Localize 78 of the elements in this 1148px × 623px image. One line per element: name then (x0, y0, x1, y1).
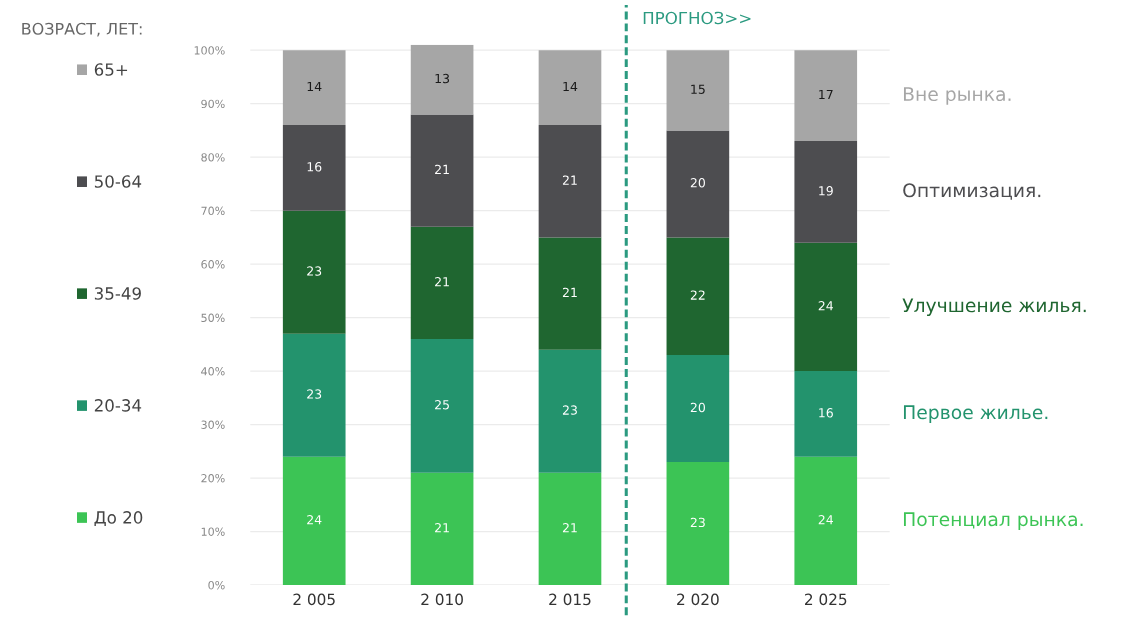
bar (282, 210, 346, 334)
bar (794, 242, 858, 372)
legend-label: 35-49 (94, 287, 141, 300)
bar (794, 141, 858, 243)
data-label: 24 (307, 514, 322, 525)
text: Потенциал рынка. (903, 512, 1083, 530)
data-label: 14 (563, 81, 578, 92)
x-tick-label: 2 010 (421, 593, 463, 606)
y-tick-label: 90% (201, 99, 225, 109)
y-tick-label: 30% (201, 420, 225, 429)
x-tick-label: 2 020 (677, 593, 719, 606)
bar (538, 125, 602, 238)
data-label: 23 (690, 517, 705, 528)
bar (538, 237, 602, 350)
y-tick-label: 0% (208, 580, 225, 590)
data-label: 21 (562, 175, 577, 185)
x-tick-label: 2 015 (549, 593, 591, 606)
bar (410, 226, 474, 339)
bar (666, 461, 730, 585)
bar (538, 349, 602, 473)
bar (538, 472, 602, 585)
text: Вне рынка. (903, 87, 1011, 105)
text: Улучшение жилья. (902, 298, 1086, 316)
bar (410, 338, 474, 473)
data-label: 24 (818, 301, 834, 311)
legend-label: 50-64 (94, 175, 142, 188)
data-label: 24 (818, 514, 834, 525)
bar (666, 355, 730, 462)
text: Оптимизация. (903, 183, 1041, 200)
data-label: 22 (690, 290, 705, 300)
bar (410, 472, 474, 585)
data-label: 20 (690, 402, 705, 413)
ref-line-label: ПРОГНОЗ>> (643, 11, 751, 25)
y-tick-label: 60% (201, 260, 225, 269)
x-tick-label: 2 025 (805, 593, 847, 606)
text: Первое жилье. (903, 405, 1048, 423)
bar (666, 237, 730, 356)
y-tick-label: 20% (201, 474, 225, 483)
bar (282, 125, 346, 211)
y-tick-label: 50% (201, 313, 225, 322)
data-label: 21 (435, 277, 449, 287)
data-label: 25 (435, 400, 449, 410)
y-tick-label: 70% (201, 206, 225, 216)
data-label: 20 (690, 178, 705, 188)
y-tick-label: 40% (201, 367, 225, 376)
legend-label: До 20 (94, 511, 143, 527)
data-label: 19 (819, 186, 833, 196)
data-label: 13 (435, 73, 450, 84)
data-label: 14 (307, 81, 322, 92)
y-tick-label: 80% (201, 153, 225, 162)
bar (794, 50, 858, 142)
bar (410, 44, 474, 115)
data-label: 23 (562, 405, 577, 415)
bar (282, 333, 346, 457)
data-label: 23 (307, 266, 322, 276)
data-label: 17 (819, 90, 833, 100)
data-label: 15 (691, 84, 705, 94)
data-label: 21 (435, 164, 449, 174)
bar (794, 371, 858, 457)
bar (666, 50, 730, 131)
y-tick-label: 100% (194, 46, 225, 55)
data-label: 21 (435, 523, 449, 533)
data-label: 16 (307, 162, 322, 172)
data-label: 23 (307, 389, 322, 399)
bar (538, 50, 602, 126)
bar (282, 50, 346, 126)
legend-label: 20-34 (94, 399, 142, 412)
x-tick-label: 2 005 (293, 593, 335, 606)
y-tick-label: 10% (201, 527, 225, 536)
legend-label: 65+ (94, 63, 128, 76)
data-label: 16 (819, 408, 833, 418)
data-label: 21 (562, 523, 577, 533)
legend-title: ВОЗРАСТ, ЛЕТ: (22, 22, 142, 37)
bar (282, 456, 346, 585)
bar (666, 130, 730, 238)
data-label: 21 (562, 287, 577, 297)
bar (410, 114, 474, 227)
bar (794, 456, 858, 585)
